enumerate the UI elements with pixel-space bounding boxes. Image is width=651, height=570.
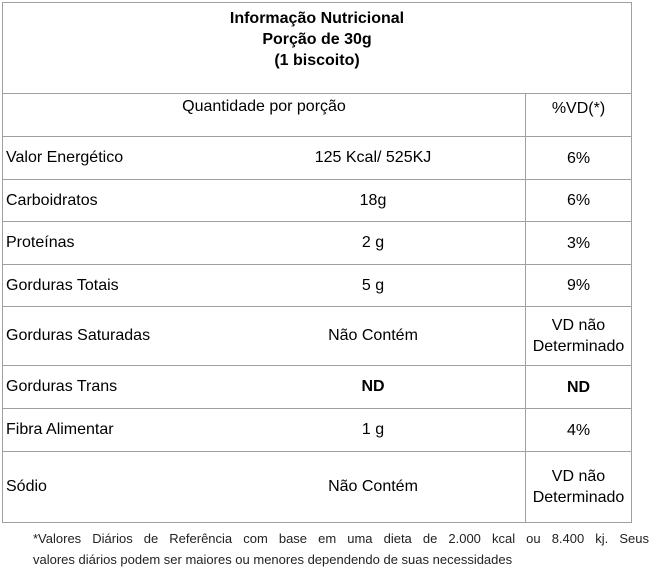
title-line-3: (1 biscoito) bbox=[274, 52, 360, 69]
nutrient-quantity: Não Contém bbox=[328, 478, 418, 495]
nutrient-name: Proteínas bbox=[6, 234, 75, 251]
nutrient-quantity: ND bbox=[361, 378, 385, 395]
nutrient-quantity: 2 g bbox=[361, 234, 385, 251]
column-divider bbox=[525, 94, 526, 523]
nutrient-vd: 3% bbox=[566, 234, 591, 252]
nutrient-name: Valor Energético bbox=[6, 149, 124, 166]
header-vd: %VD(*) bbox=[551, 100, 606, 117]
vd-line-1: VD não bbox=[551, 468, 606, 485]
table-row: Fibra Alimentar 1 g 4% bbox=[3, 409, 631, 452]
header-row: Quantidade por porção %VD(*) bbox=[3, 94, 631, 137]
vd-line-2: Determinado bbox=[532, 338, 625, 355]
nutrient-vd: 9% bbox=[566, 277, 591, 294]
nutrient-vd: 6% bbox=[566, 192, 591, 209]
nutrient-quantity: 1 g bbox=[361, 421, 385, 438]
nutrient-vd: VD não Determinado bbox=[526, 307, 631, 365]
table-row: Gorduras Saturadas Não Contém VD não Det… bbox=[3, 307, 631, 366]
table-row: Gorduras Trans ND ND bbox=[3, 366, 631, 409]
nutrient-quantity: 18g bbox=[359, 191, 387, 209]
nutrient-vd: ND bbox=[566, 378, 591, 396]
nutrient-vd: 4% bbox=[566, 421, 591, 439]
table-row: Sódio Não Contém VD não Determinado bbox=[3, 452, 631, 522]
title-line-1: Informação Nutricional bbox=[229, 10, 405, 27]
table-row: Carboidratos 18g 6% bbox=[3, 180, 631, 222]
footnote-line-2: valores diários podem ser maiores ou men… bbox=[33, 552, 513, 567]
title-line-2: Porção de 30g bbox=[262, 31, 372, 48]
header-quantity: Quantidade por porção bbox=[182, 98, 346, 115]
table-row: Proteínas 2 g 3% bbox=[3, 222, 631, 265]
footnote: *Valores Diários de Referência com base … bbox=[33, 528, 649, 570]
table-row: Gorduras Totais 5 g 9% bbox=[3, 265, 631, 307]
table-row: Valor Energético 125 Kcal/ 525KJ 6% bbox=[3, 137, 631, 180]
nutrient-vd: 6% bbox=[566, 149, 591, 167]
nutrient-vd: VD não Determinado bbox=[526, 452, 631, 522]
nutrient-name: Sódio bbox=[6, 478, 47, 495]
nutrient-name: Gorduras Totais bbox=[6, 276, 119, 294]
vd-line-2: Determinado bbox=[532, 489, 625, 506]
table-title: Informação Nutricional Porção de 30g (1 … bbox=[3, 3, 631, 94]
nutrient-name: Fibra Alimentar bbox=[6, 421, 114, 438]
nutrient-quantity: 5 g bbox=[361, 276, 385, 294]
footnote-line-1: *Valores Diários de Referência com base … bbox=[33, 531, 649, 546]
nutrient-quantity: Não Contém bbox=[328, 327, 418, 344]
nutrition-table: Informação Nutricional Porção de 30g (1 … bbox=[2, 2, 632, 523]
nutrient-name: Carboidratos bbox=[6, 191, 98, 209]
nutrient-quantity: 125 Kcal/ 525KJ bbox=[314, 149, 432, 166]
nutrient-name: Gorduras Saturadas bbox=[6, 327, 151, 344]
nutrient-name: Gorduras Trans bbox=[6, 378, 118, 395]
vd-line-1: VD não bbox=[551, 317, 606, 334]
